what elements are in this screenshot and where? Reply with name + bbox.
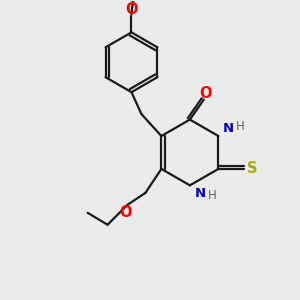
Text: N: N: [223, 122, 234, 134]
Text: S: S: [247, 161, 257, 176]
Text: O: O: [119, 205, 132, 220]
Text: O: O: [125, 2, 138, 17]
Text: H: H: [207, 189, 216, 202]
Text: O: O: [200, 86, 212, 101]
Text: H: H: [236, 120, 245, 133]
Text: N: N: [194, 187, 206, 200]
